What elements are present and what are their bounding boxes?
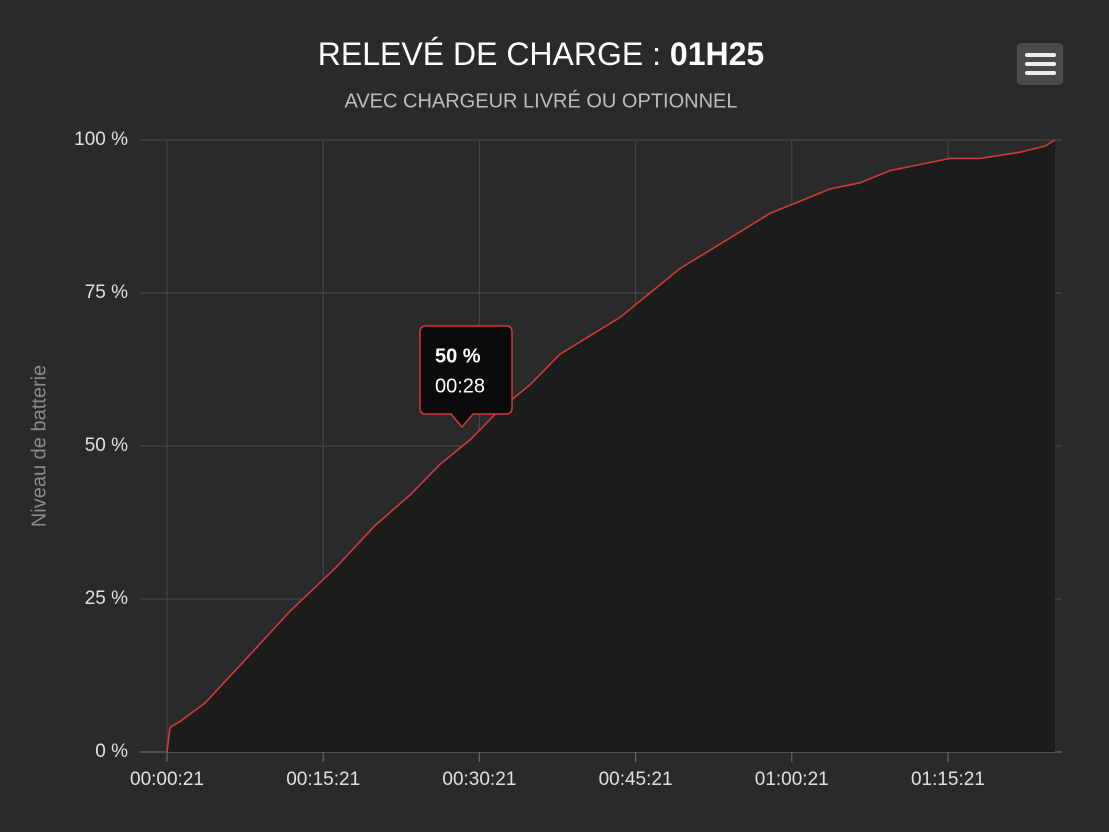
menu-icon-bar bbox=[1025, 62, 1056, 66]
menu-button[interactable] bbox=[1017, 43, 1063, 85]
area-fill bbox=[167, 140, 1055, 752]
x-tick-label: 00:30:21 bbox=[442, 769, 516, 790]
y-tick-label: 0 % bbox=[95, 741, 128, 762]
series-line bbox=[166, 139, 1056, 753]
y-tick-label: 50 % bbox=[85, 435, 128, 456]
title-emphasis: 01H25 bbox=[670, 36, 764, 72]
tooltip-box bbox=[419, 325, 513, 429]
x-tick-label: 01:00:21 bbox=[755, 769, 829, 790]
menu-icon-bar bbox=[1025, 53, 1056, 57]
y-tick-label: 25 % bbox=[85, 588, 128, 609]
title-text: RELEVÉ DE CHARGE : bbox=[318, 36, 670, 72]
menu-icon-bar bbox=[1025, 71, 1056, 75]
tooltip: 50 % 00:28 bbox=[419, 325, 513, 429]
tooltip-value: 50 % bbox=[435, 345, 481, 367]
x-tick-label: 00:45:21 bbox=[599, 769, 673, 790]
x-tick-label: 00:00:21 bbox=[130, 769, 204, 790]
chart-title: RELEVÉ DE CHARGE : 01H25 bbox=[318, 36, 764, 72]
y-axis-title: Niveau de batterie bbox=[28, 365, 50, 527]
x-tick-label: 00:15:21 bbox=[286, 769, 360, 790]
x-tick-label: 01:15:21 bbox=[911, 769, 985, 790]
tooltip-time: 00:28 bbox=[435, 375, 485, 397]
y-tick-label: 100 % bbox=[74, 129, 128, 150]
plot-area: 0 % 25 % 50 % 75 % 100 % 00:00:21 00:15:21 00:3… bbox=[74, 129, 1062, 790]
y-tick-label: 75 % bbox=[85, 282, 128, 303]
chart-subtitle: AVEC CHARGEUR LIVRÉ OU OPTIONNEL bbox=[344, 89, 737, 112]
